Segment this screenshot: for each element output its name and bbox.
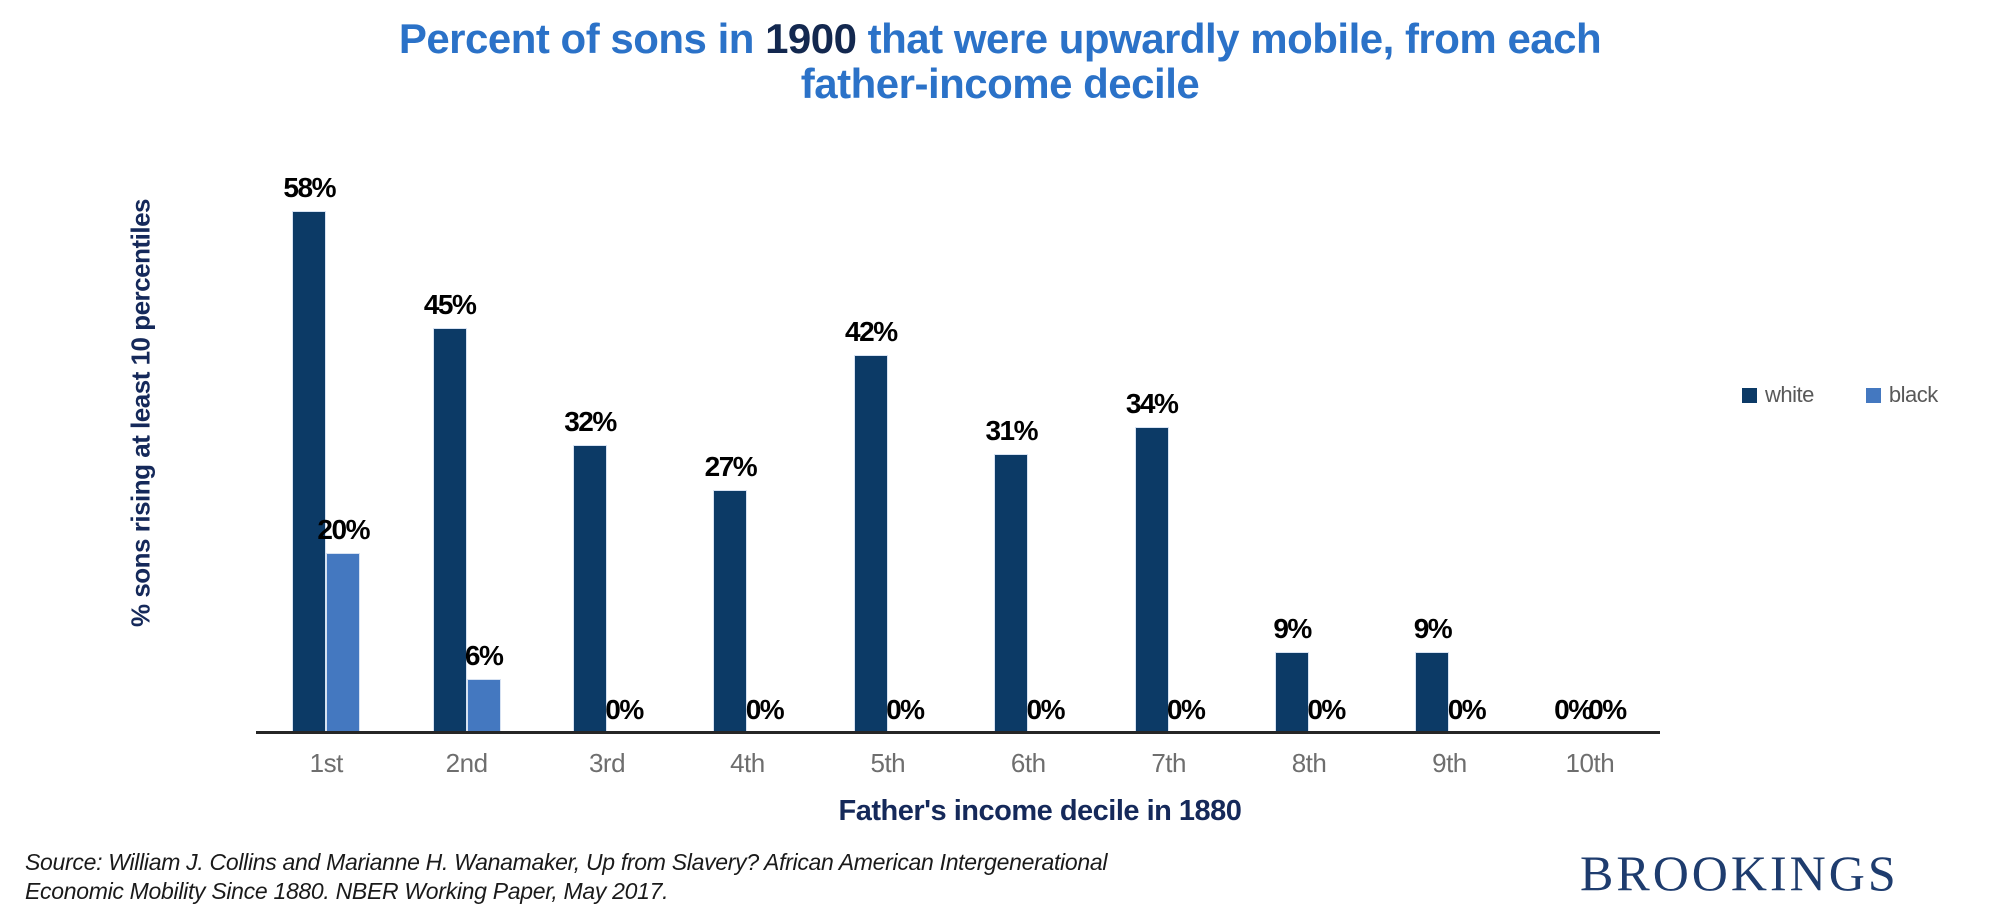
chart-title-line2: father-income decile	[800, 60, 1200, 107]
x-tick-4th: 4th	[730, 748, 765, 778]
source-note: Source: William J. Collins and Marianne …	[25, 848, 1325, 906]
chart-title: Percent of sons in 1900 that were upward…	[0, 16, 2000, 106]
x-tick-1st: 1st	[309, 748, 344, 778]
category-group-4th: 27% 0%	[677, 193, 817, 733]
value-label-black-4th: 0%	[745, 694, 785, 725]
value-label-black-3rd: 0%	[605, 694, 644, 725]
value-label-black-10th: 0%	[1588, 694, 1627, 725]
x-tick-9th: 9th	[1432, 748, 1467, 778]
bar-white-9th	[1415, 652, 1450, 733]
legend-swatch-black	[1865, 387, 1881, 403]
value-label-white-10th: 0%	[1554, 694, 1593, 725]
category-group-8th: 9% 0%	[1239, 193, 1379, 733]
value-label-black-9th: 0%	[1447, 694, 1487, 725]
bar-white-6th	[994, 454, 1029, 733]
value-label-white-4th: 27%	[704, 451, 758, 482]
bar-black-2nd	[466, 679, 501, 733]
brookings-logo: BROOKINGS	[1580, 845, 1899, 901]
category-group-9th: 9% 0%	[1379, 193, 1519, 733]
value-label-black-2nd: 6%	[464, 640, 504, 671]
plot-area: 58% 20% 45% 6% 32% 0% 27% 0% 42% 0% 31% 0% 34% 0% 9% 0%…	[256, 172, 1660, 733]
value-label-white-1st: 58%	[283, 172, 336, 203]
value-label-black-8th: 0%	[1307, 694, 1346, 725]
category-group-3rd: 32% 0%	[537, 193, 677, 733]
category-group-1st: 58% 20%	[256, 172, 396, 733]
category-group-7th: 34% 0%	[1098, 193, 1238, 733]
x-axis-line	[256, 731, 1660, 734]
value-label-white-5th: 42%	[845, 316, 898, 347]
value-label-black-7th: 0%	[1166, 694, 1206, 725]
x-tick-2nd: 2nd	[445, 748, 488, 778]
category-group-6th: 31% 0%	[958, 193, 1098, 733]
x-tick-5th: 5th	[870, 748, 906, 778]
legend-swatch-white	[1742, 387, 1757, 403]
bar-white-3rd	[573, 445, 608, 733]
x-axis-ticks: 1st 2nd 3rd 4th 5th 6th 7th 8th 9th 10th	[256, 748, 1660, 779]
value-label-white-7th: 34%	[1125, 388, 1179, 419]
value-label-white-6th: 31%	[985, 415, 1038, 446]
value-label-white-3rd: 32%	[564, 406, 617, 437]
title-year: 1900	[765, 15, 857, 62]
bar-white-4th	[713, 490, 748, 733]
value-label-black-5th: 0%	[886, 694, 925, 725]
title-prefix: Percent of sons in	[398, 15, 766, 62]
x-tick-10th: 10th	[1565, 748, 1615, 778]
x-tick-8th: 8th	[1291, 748, 1327, 778]
category-group-5th: 42% 0%	[818, 193, 958, 733]
value-label-white-2nd: 45%	[423, 289, 477, 320]
value-label-white-8th: 9%	[1273, 613, 1312, 644]
x-tick-7th: 7th	[1151, 748, 1186, 778]
bar-white-5th	[853, 355, 888, 733]
category-group-10th: 0% 0%	[1520, 193, 1660, 733]
bar-white-8th	[1275, 652, 1310, 733]
bar-white-7th	[1134, 427, 1169, 733]
legend-label-black: black	[1888, 382, 1938, 407]
value-label-black-6th: 0%	[1026, 694, 1066, 725]
y-axis-title: % sons rising at least 10 percentiles	[125, 198, 156, 628]
category-group-2nd: 45% 6%	[396, 193, 536, 733]
legend-item-black: black	[1865, 382, 1938, 408]
bar-white-2nd	[432, 328, 467, 733]
source-line2: Economic Mobility Since 1880. NBER Worki…	[25, 878, 669, 904]
value-label-white-9th: 9%	[1413, 613, 1453, 644]
title-suffix: that were upwardly mobile, from each	[856, 15, 1602, 62]
x-axis-title: Father's income decile in 1880	[838, 795, 1242, 827]
value-label-black-1st: 20%	[317, 514, 370, 545]
legend-label-white: white	[1765, 382, 1814, 407]
legend: white black	[1742, 382, 1938, 408]
x-tick-6th: 6th	[1010, 748, 1046, 778]
bar-black-1st	[326, 553, 361, 733]
x-tick-3rd: 3rd	[588, 748, 626, 778]
chart-title-line1: Percent of sons in 1900 that were upward…	[0, 16, 2000, 61]
legend-item-white: white	[1742, 382, 1814, 408]
bar-white-1st	[292, 211, 327, 733]
source-line1: Source: William J. Collins and Marianne …	[25, 849, 1108, 875]
